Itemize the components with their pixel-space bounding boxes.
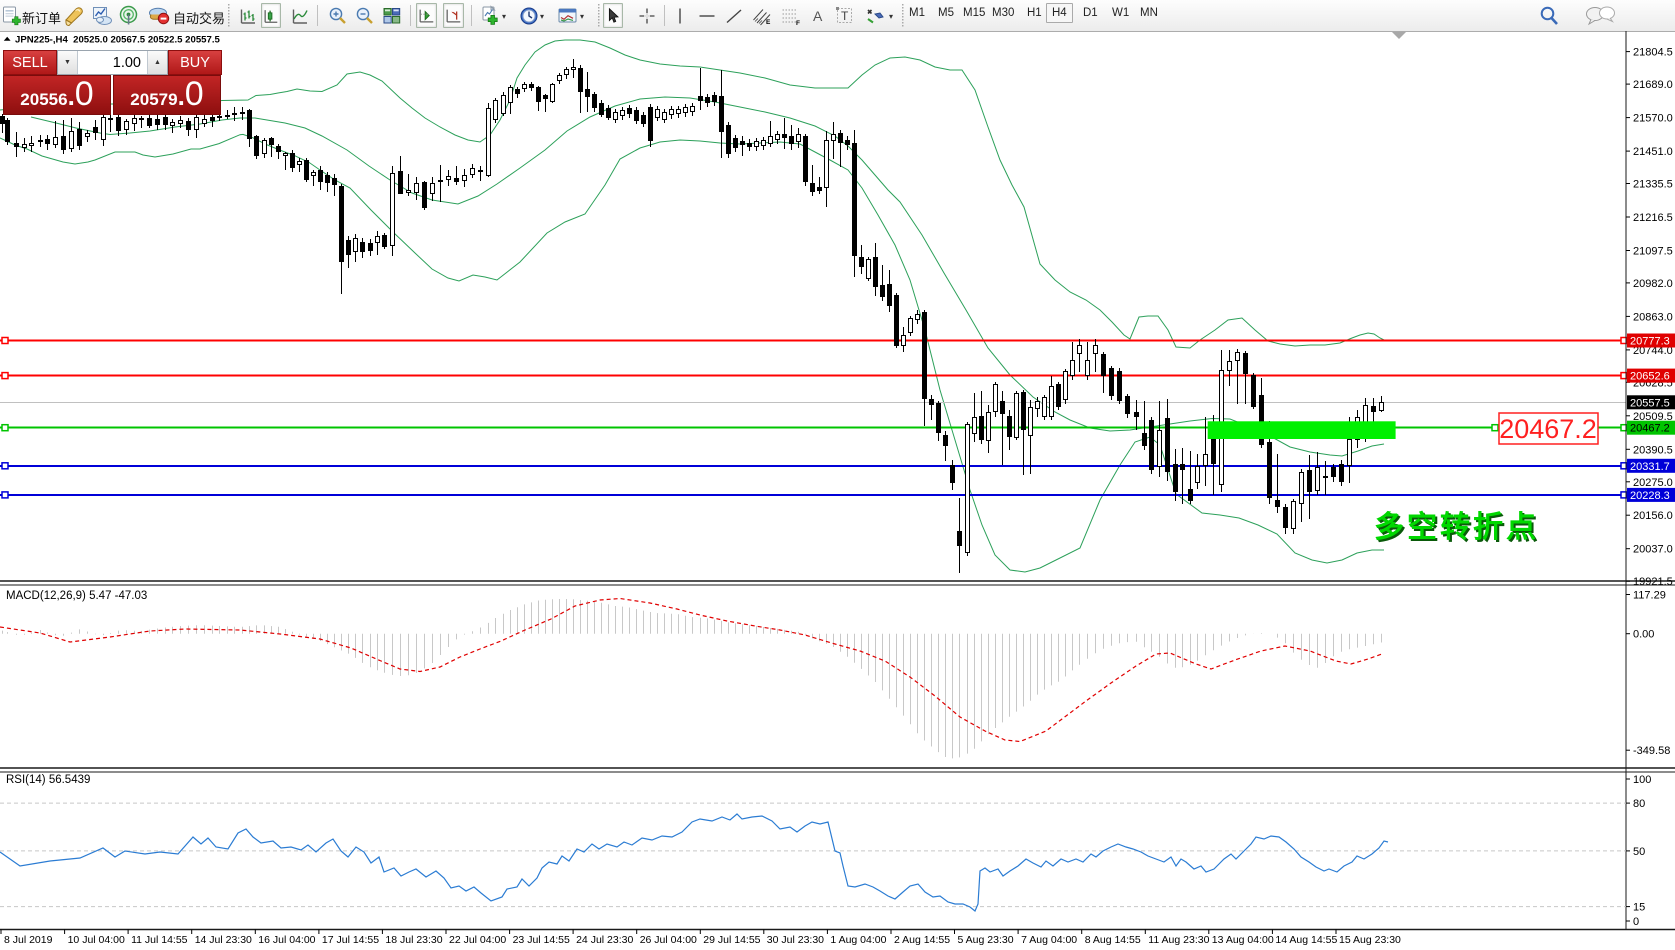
svg-text:30 Jul 23:30: 30 Jul 23:30: [767, 934, 824, 946]
svg-text:20744.0: 20744.0: [1633, 345, 1673, 357]
svg-text:17 Jul 14:55: 17 Jul 14:55: [322, 934, 379, 946]
svg-text:1 Aug 04:00: 1 Aug 04:00: [830, 934, 886, 946]
svg-text:24 Jul 23:30: 24 Jul 23:30: [576, 934, 633, 946]
svg-text:21451.0: 21451.0: [1633, 146, 1673, 158]
svg-text:22 Jul 04:00: 22 Jul 04:00: [449, 934, 506, 946]
svg-text:19921.5: 19921.5: [1633, 576, 1673, 588]
svg-text:F: F: [796, 20, 800, 26]
svg-text:18 Jul 23:30: 18 Jul 23:30: [385, 934, 442, 946]
svg-text:100: 100: [1633, 774, 1651, 786]
svg-text:21216.5: 21216.5: [1633, 212, 1673, 224]
svg-text:20228.3: 20228.3: [1630, 490, 1670, 502]
svg-text:-349.58: -349.58: [1633, 745, 1670, 757]
svg-text:29 Jul 14:55: 29 Jul 14:55: [703, 934, 760, 946]
svg-text:20331.7: 20331.7: [1630, 461, 1670, 473]
svg-text:10 Jul 04:00: 10 Jul 04:00: [68, 934, 125, 946]
svg-text:21689.0: 21689.0: [1633, 79, 1673, 91]
svg-text:20467.2: 20467.2: [1630, 423, 1670, 435]
svg-text:11 Jul 14:55: 11 Jul 14:55: [131, 934, 188, 946]
svg-text:8 Aug 14:55: 8 Aug 14:55: [1085, 934, 1141, 946]
svg-text:20467.2: 20467.2: [1499, 414, 1597, 444]
svg-text:21335.5: 21335.5: [1633, 179, 1673, 191]
svg-text:20777.3: 20777.3: [1630, 336, 1670, 348]
svg-text:21097.5: 21097.5: [1633, 246, 1673, 258]
svg-text:21570.0: 21570.0: [1633, 113, 1673, 125]
svg-text:26 Jul 04:00: 26 Jul 04:00: [640, 934, 697, 946]
svg-text:MACD(12,26,9) 5.47 -47.03: MACD(12,26,9) 5.47 -47.03: [6, 590, 147, 602]
svg-text:20390.5: 20390.5: [1633, 444, 1673, 456]
svg-text:11 Aug 23:30: 11 Aug 23:30: [1148, 934, 1209, 946]
svg-text:80: 80: [1633, 798, 1645, 810]
svg-text:21804.5: 21804.5: [1633, 47, 1673, 59]
svg-text:50: 50: [1633, 846, 1645, 858]
svg-text:RSI(14) 56.5439: RSI(14) 56.5439: [6, 774, 90, 786]
svg-text:0.00: 0.00: [1633, 629, 1654, 641]
svg-text:20037.0: 20037.0: [1633, 544, 1673, 556]
svg-text:20156.0: 20156.0: [1633, 510, 1673, 522]
svg-text:16 Jul 04:00: 16 Jul 04:00: [258, 934, 315, 946]
svg-text:7 Aug 04:00: 7 Aug 04:00: [1021, 934, 1077, 946]
svg-text:0: 0: [1633, 916, 1639, 928]
svg-text:15: 15: [1633, 902, 1645, 914]
svg-text:15 Aug 23:30: 15 Aug 23:30: [1339, 934, 1401, 946]
svg-text:A: A: [813, 8, 823, 24]
svg-text:117.29: 117.29: [1633, 590, 1666, 602]
svg-text:23 Jul 14:55: 23 Jul 14:55: [513, 934, 570, 946]
svg-text:14 Aug 14:55: 14 Aug 14:55: [1275, 934, 1337, 946]
svg-text:E: E: [766, 19, 771, 26]
svg-text:5 Aug 23:30: 5 Aug 23:30: [958, 934, 1014, 946]
svg-text:多空转折点: 多空转折点: [1374, 511, 1539, 544]
svg-text:20509.5: 20509.5: [1633, 411, 1673, 423]
svg-text:20863.0: 20863.0: [1633, 311, 1673, 323]
svg-text:20982.0: 20982.0: [1633, 278, 1673, 290]
svg-text:2 Aug 14:55: 2 Aug 14:55: [894, 934, 950, 946]
svg-text:13 Aug 04:00: 13 Aug 04:00: [1212, 934, 1274, 946]
svg-text:多空转折点: 多空转折点: [1376, 513, 1541, 546]
svg-text:8 Jul 2019: 8 Jul 2019: [4, 934, 53, 946]
svg-text:T: T: [841, 9, 849, 23]
svg-text:JPN225-,H4 20525.0 20567.5 20: JPN225-,H4 20525.0 20567.5 20522.5 20557…: [15, 35, 221, 46]
svg-text:20557.5: 20557.5: [1630, 397, 1670, 409]
svg-text:14 Jul 23:30: 14 Jul 23:30: [195, 934, 252, 946]
svg-text:20275.0: 20275.0: [1633, 477, 1673, 489]
svg-text:20652.6: 20652.6: [1630, 371, 1670, 383]
